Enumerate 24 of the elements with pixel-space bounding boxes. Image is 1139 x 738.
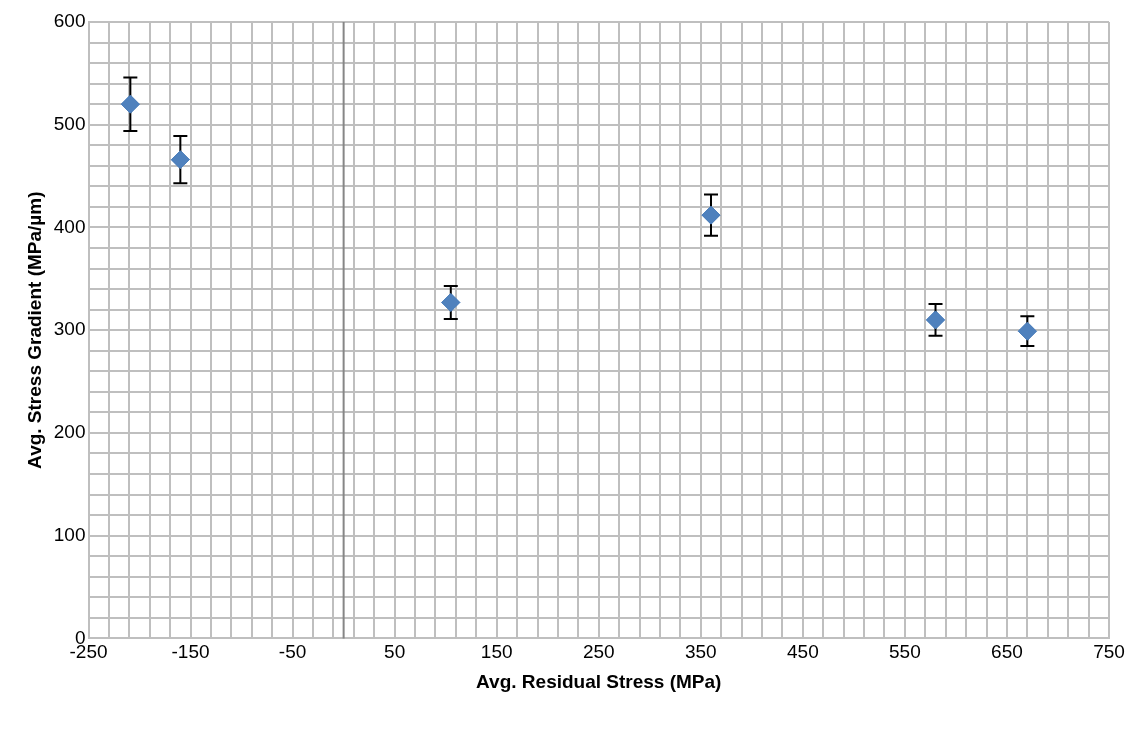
point bbox=[701, 205, 721, 225]
point bbox=[170, 150, 190, 170]
y-tick-label: 400 bbox=[53, 215, 86, 237]
x-tick-label: 750 bbox=[1093, 641, 1125, 663]
x-tick-label: 150 bbox=[480, 641, 513, 663]
point bbox=[120, 94, 140, 114]
point bbox=[926, 310, 946, 330]
x-tick-label: 450 bbox=[787, 641, 819, 663]
y-tick-label: 300 bbox=[53, 318, 86, 340]
x-tick-label: -50 bbox=[278, 641, 307, 663]
x-tick-label: -150 bbox=[171, 641, 210, 663]
x-axis-title: Avg. Residual Stress (MPa) bbox=[476, 670, 722, 692]
y-tick-label: 100 bbox=[53, 523, 86, 545]
x-tick-label: 50 bbox=[384, 641, 406, 663]
y-tick-label: 200 bbox=[53, 421, 86, 443]
x-tick-label: 250 bbox=[582, 641, 615, 663]
x-tick-label: 550 bbox=[889, 641, 921, 663]
y-tick-label: 500 bbox=[53, 112, 86, 134]
y-tick-label: 600 bbox=[53, 10, 86, 32]
point bbox=[1017, 321, 1037, 341]
point bbox=[441, 292, 461, 312]
x-tick-label: 650 bbox=[991, 641, 1023, 663]
x-tick-label: 350 bbox=[684, 641, 717, 663]
y-axis-title: Avg. Stress Gradient (MPa/µm) bbox=[23, 191, 45, 469]
